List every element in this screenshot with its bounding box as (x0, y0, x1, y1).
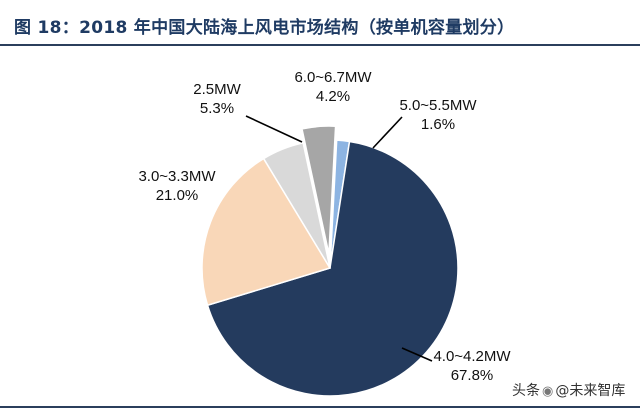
pie-slice-2-5mw (262, 141, 331, 269)
pie-slice-4-0-4-2mw (206, 140, 459, 397)
slice-label-3-0-3-3mw: 3.0~3.3MW (138, 168, 216, 185)
slice-label-4-0-4-2mw: 4.0~4.2MW (433, 348, 511, 365)
leader-line-4-0-4-2mw (401, 347, 433, 362)
slice-label-2-5mw: 2.5MW (193, 81, 241, 98)
leader-lines (245, 115, 433, 362)
pie-slices (201, 125, 459, 397)
slice-percent-3-0-3-3mw: 21.0% (156, 187, 199, 204)
slice-labels: 5.0~5.5MW 1.6% 4.0~4.2MW 67.8% 3.0~3.3MW 21.0… (138, 69, 511, 384)
watermark: 头条 ◉ @未来智库 (510, 380, 628, 400)
slice-percent-4-0-4-2mw: 67.8% (451, 367, 494, 384)
pie-slice-6-0-6-7mw (301, 125, 337, 255)
slice-label-5-0-5-5mw: 5.0~5.5MW (399, 97, 477, 114)
slice-percent-6-0-6-7mw: 4.2% (316, 88, 350, 105)
leader-line-2-5mw (245, 115, 303, 143)
bottom-divider (0, 406, 640, 408)
leader-line-5-0-5-5mw (372, 116, 403, 149)
slice-label-6-0-6-7mw: 6.0~6.7MW (294, 69, 372, 86)
camera-icon: ◉ (542, 384, 554, 399)
pie-slice-3-0-3-3mw (201, 157, 332, 307)
slice-percent-2-5mw: 5.3% (200, 100, 234, 117)
watermark-handle: @未来智库 (555, 383, 626, 399)
watermark-prefix: 头条 (512, 383, 540, 399)
page-title: 图 18：2018 年中国大陆海上风电市场结构（按单机容量划分） (14, 18, 515, 38)
slice-percent-5-0-5-5mw: 1.6% (421, 116, 455, 133)
title-divider (0, 44, 640, 46)
